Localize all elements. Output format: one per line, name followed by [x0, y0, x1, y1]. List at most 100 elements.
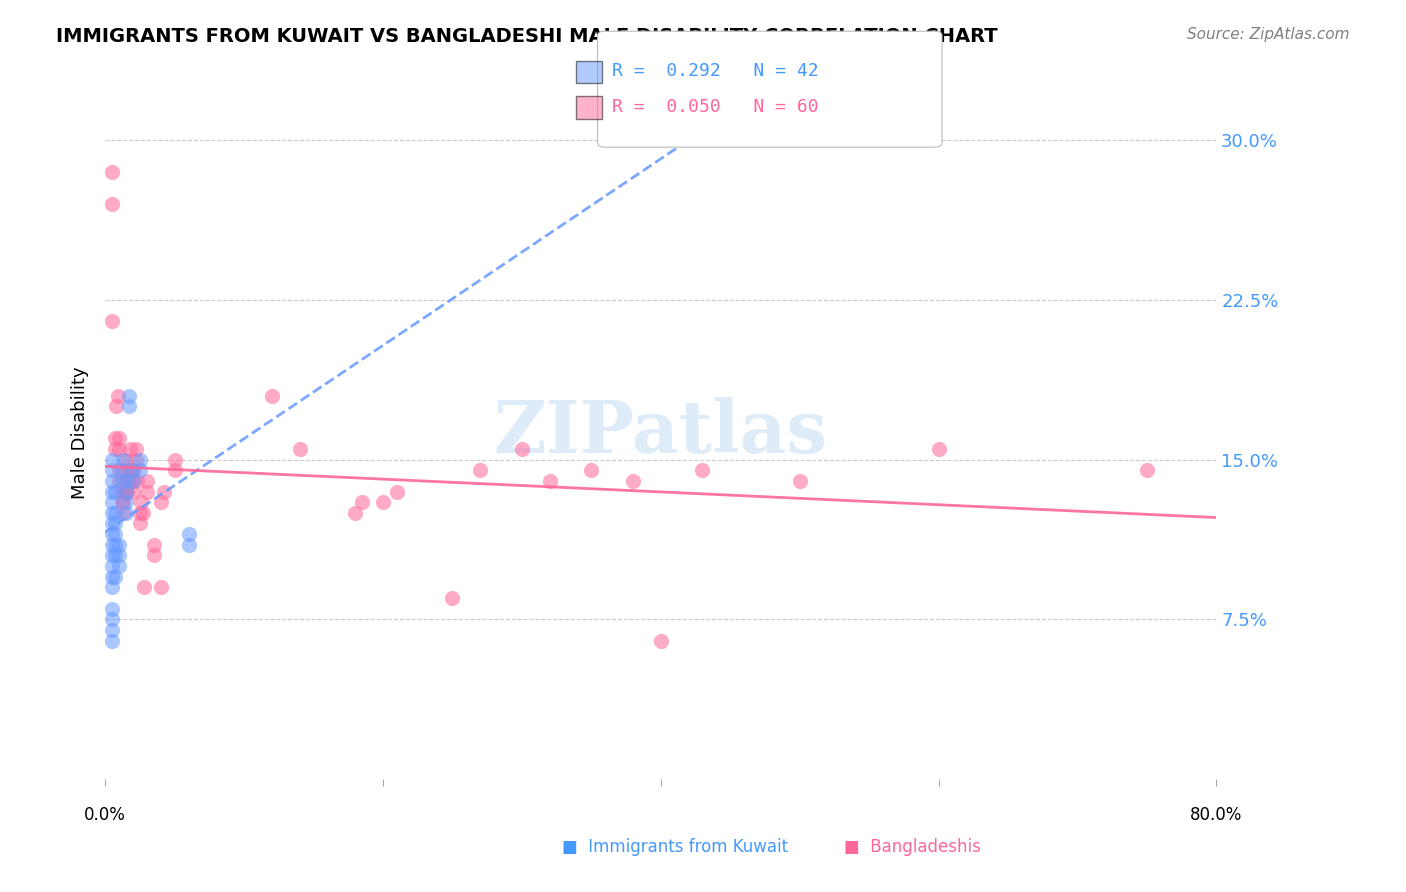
Point — [115, 452, 138, 467]
Point — [125, 452, 148, 467]
Point — [115, 484, 138, 499]
Point — [101, 633, 124, 648]
Point — [101, 602, 124, 616]
Point — [105, 399, 128, 413]
Point — [510, 442, 533, 456]
Point — [104, 549, 127, 563]
Point — [104, 431, 127, 445]
Point — [111, 484, 134, 499]
Point — [131, 495, 153, 509]
Point — [122, 474, 145, 488]
Point — [260, 388, 283, 402]
Point — [104, 570, 127, 584]
Point — [107, 388, 129, 402]
Point — [129, 516, 152, 531]
Point — [344, 506, 367, 520]
Point — [101, 581, 124, 595]
Point — [129, 506, 152, 520]
Point — [122, 474, 145, 488]
Point — [118, 474, 141, 488]
Point — [104, 506, 127, 520]
Text: IMMIGRANTS FROM KUWAIT VS BANGLADESHI MALE DISABILITY CORRELATION CHART: IMMIGRANTS FROM KUWAIT VS BANGLADESHI MA… — [56, 27, 998, 45]
Point — [352, 495, 374, 509]
Point — [177, 527, 200, 541]
Point — [288, 442, 311, 456]
Point — [101, 314, 124, 328]
Point — [101, 484, 124, 499]
Text: R =  0.050   N = 60: R = 0.050 N = 60 — [612, 98, 818, 116]
Point — [621, 474, 644, 488]
Point — [104, 527, 127, 541]
Point — [101, 474, 124, 488]
Point — [122, 463, 145, 477]
Point — [104, 538, 127, 552]
Point — [129, 452, 152, 467]
Text: ■  Bangladeshis: ■ Bangladeshis — [844, 838, 980, 856]
Text: R =  0.292   N = 42: R = 0.292 N = 42 — [612, 62, 818, 80]
Point — [104, 442, 127, 456]
Point — [111, 463, 134, 477]
Point — [789, 474, 811, 488]
Point — [149, 495, 172, 509]
Text: 80.0%: 80.0% — [1189, 805, 1243, 823]
Point — [108, 442, 131, 456]
Point — [385, 484, 408, 499]
Point — [101, 623, 124, 637]
Point — [581, 463, 603, 477]
Point — [122, 484, 145, 499]
Point — [101, 506, 124, 520]
Text: ■  Immigrants from Kuwait: ■ Immigrants from Kuwait — [562, 838, 789, 856]
Point — [101, 452, 124, 467]
Point — [650, 633, 672, 648]
Point — [135, 484, 157, 499]
Point — [101, 570, 124, 584]
Point — [108, 538, 131, 552]
Point — [101, 559, 124, 574]
Point — [112, 506, 135, 520]
Point — [125, 442, 148, 456]
Point — [538, 474, 561, 488]
Text: ZIPatlas: ZIPatlas — [494, 397, 828, 468]
Point — [101, 463, 124, 477]
Point — [117, 484, 139, 499]
Point — [112, 452, 135, 467]
Point — [118, 399, 141, 413]
Y-axis label: Male Disability: Male Disability — [72, 367, 89, 500]
Point — [129, 463, 152, 477]
Point — [112, 495, 135, 509]
Point — [101, 495, 124, 509]
Point — [101, 538, 124, 552]
Point — [135, 474, 157, 488]
Point — [104, 484, 127, 499]
Text: Source: ZipAtlas.com: Source: ZipAtlas.com — [1187, 27, 1350, 42]
Point — [142, 538, 165, 552]
Point — [101, 196, 124, 211]
Point — [115, 506, 138, 520]
Point — [163, 452, 186, 467]
Point — [118, 388, 141, 402]
Point — [101, 164, 124, 178]
Text: 0.0%: 0.0% — [84, 805, 127, 823]
Point — [371, 495, 394, 509]
Point — [101, 612, 124, 626]
Point — [441, 591, 464, 606]
Point — [115, 474, 138, 488]
Point — [120, 463, 142, 477]
Point — [115, 463, 138, 477]
Point — [127, 474, 149, 488]
Point — [177, 538, 200, 552]
Point — [122, 463, 145, 477]
Point — [108, 474, 131, 488]
Point — [108, 549, 131, 563]
Point — [111, 495, 134, 509]
Point — [152, 484, 174, 499]
Point — [115, 474, 138, 488]
Point — [928, 442, 950, 456]
Point — [132, 581, 155, 595]
Point — [101, 549, 124, 563]
Point — [132, 506, 155, 520]
Point — [142, 549, 165, 563]
Point — [149, 581, 172, 595]
Point — [101, 516, 124, 531]
Point — [108, 431, 131, 445]
